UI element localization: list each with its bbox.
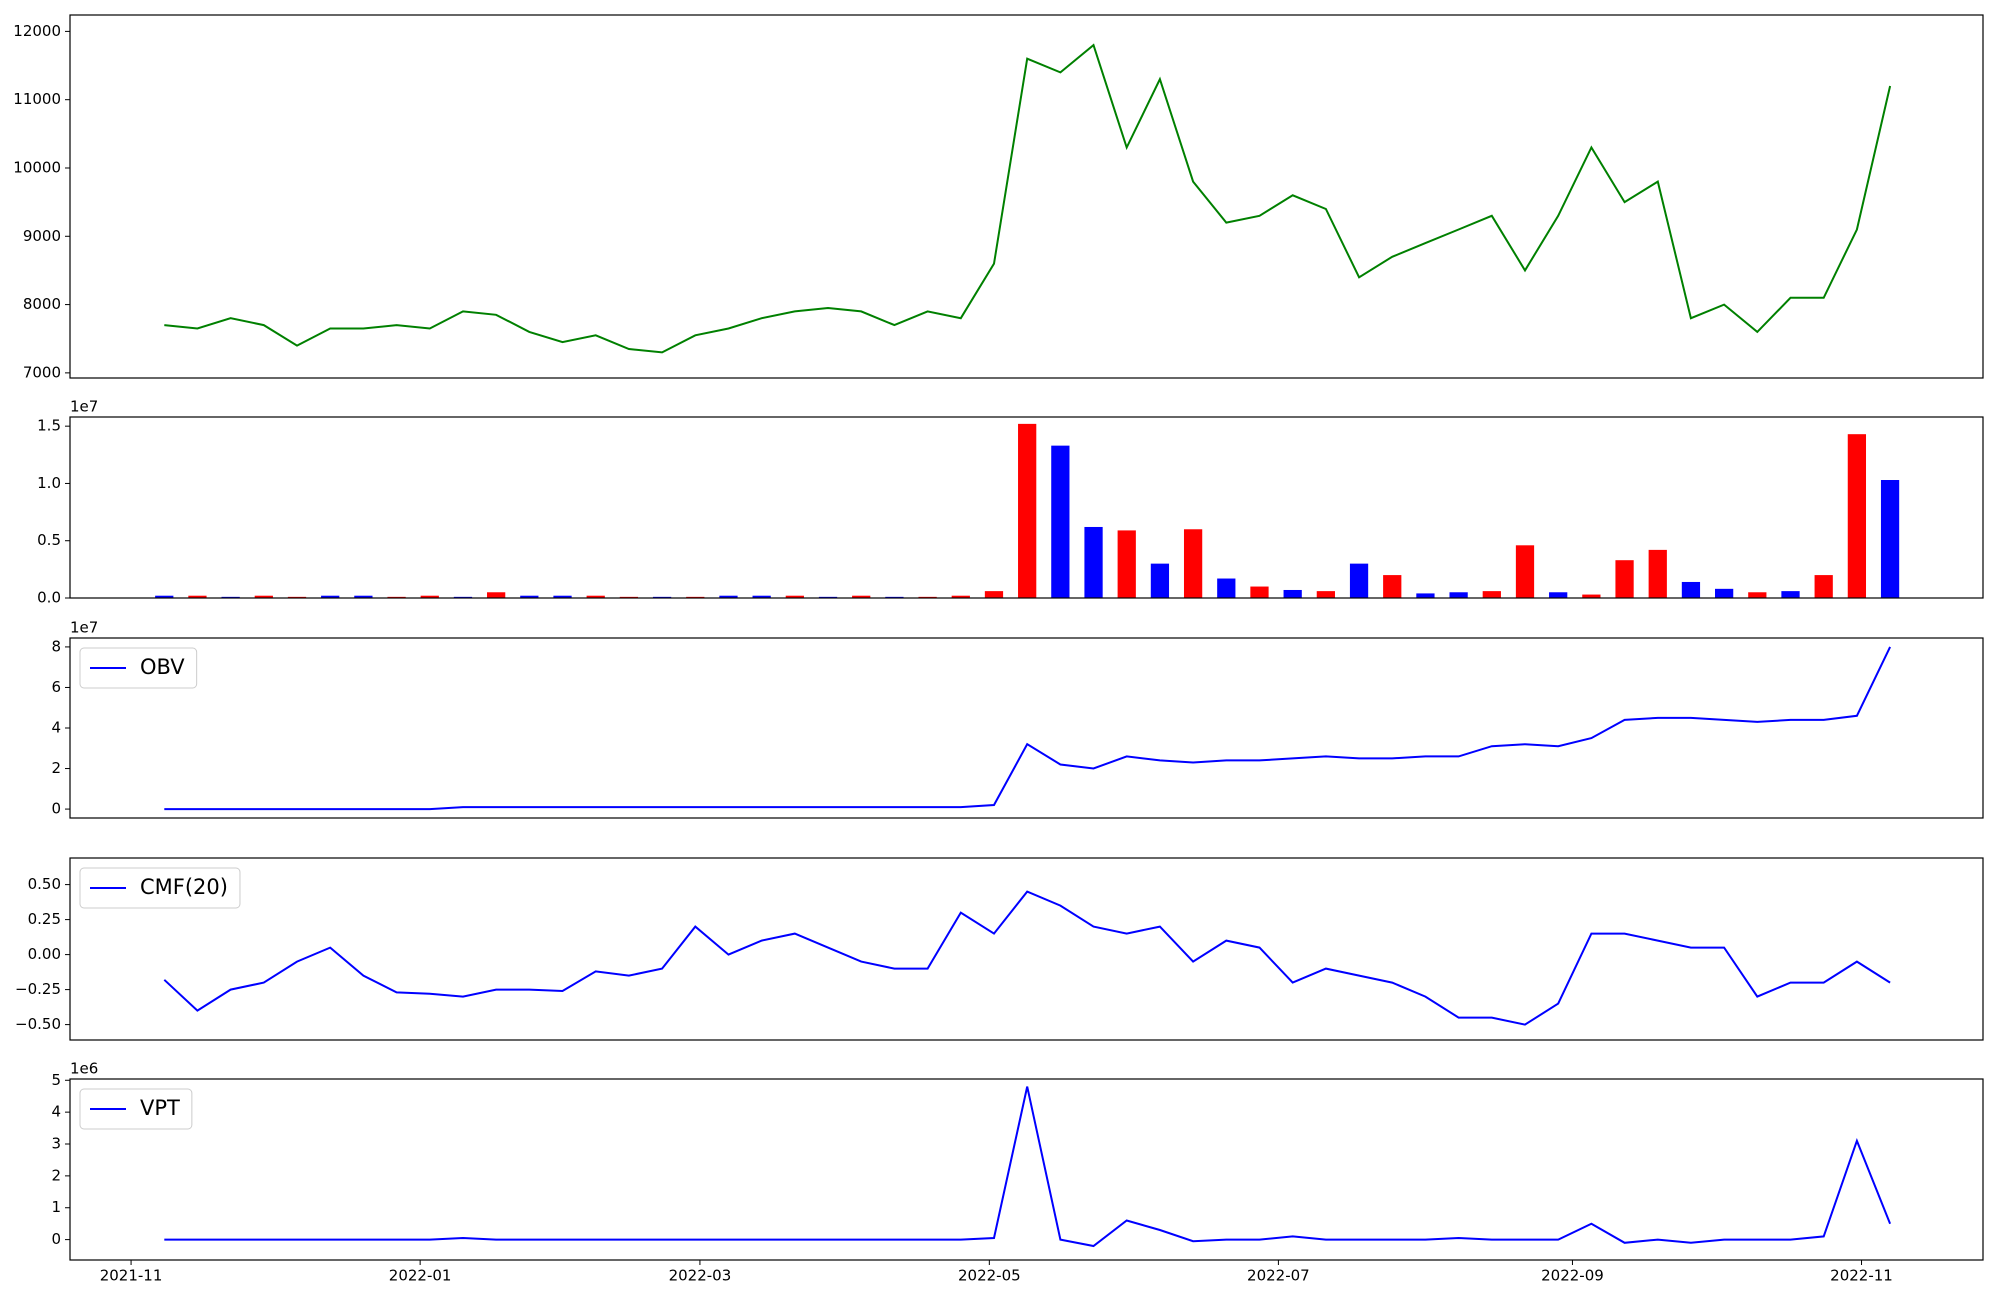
legend: OBV xyxy=(79,647,198,689)
x-tick-label: 2022-05 xyxy=(958,1267,1021,1285)
bar xyxy=(586,595,605,598)
bar xyxy=(1814,575,1833,598)
legend-frame xyxy=(79,647,198,689)
y-tick-label: 1.0 xyxy=(37,474,61,492)
y-tick-label: 0 xyxy=(51,1230,61,1248)
y-tick-label: 7000 xyxy=(23,363,61,381)
y-tick-label: 4 xyxy=(51,1103,61,1121)
axes-frame xyxy=(69,1078,1984,1261)
legend-label: VPT xyxy=(140,1096,180,1120)
bar xyxy=(852,595,871,598)
bar xyxy=(321,595,340,598)
bar xyxy=(1648,549,1667,598)
bar xyxy=(1549,592,1568,598)
bar xyxy=(1349,563,1369,598)
axes-frame xyxy=(69,637,1984,819)
y-tick-label: 10000 xyxy=(13,158,61,176)
y-tick-label: 0.25 xyxy=(28,910,61,928)
y-tick-label: 11000 xyxy=(13,90,61,108)
y-tick-label: −0.25 xyxy=(15,980,61,998)
bar xyxy=(785,595,804,598)
bar xyxy=(1449,592,1468,598)
bar xyxy=(1847,434,1867,598)
y-tick-label: 2 xyxy=(51,759,61,777)
x-tick-label: 2022-09 xyxy=(1541,1267,1604,1285)
bar xyxy=(1781,591,1800,598)
y-tick-label: 1.5 xyxy=(37,417,61,435)
bar xyxy=(1416,593,1435,598)
axes-frame xyxy=(69,14,1984,379)
y-tick-label: 0.0 xyxy=(37,589,61,607)
bar xyxy=(1084,526,1103,598)
y-tick-label: 9000 xyxy=(23,227,61,245)
axis-offset-label: 1e7 xyxy=(70,398,98,416)
line xyxy=(164,646,1892,811)
legend: VPT xyxy=(79,1088,193,1130)
bar xyxy=(553,595,572,598)
bar xyxy=(951,595,970,598)
bar xyxy=(1748,592,1767,598)
y-tick-label: 0.50 xyxy=(28,875,61,893)
y-tick-label: 1 xyxy=(51,1198,61,1216)
y-tick-label: 2 xyxy=(51,1166,61,1184)
y-tick-label: 8 xyxy=(51,637,61,655)
bar xyxy=(1880,480,1900,598)
x-tick-label: 2022-07 xyxy=(1247,1267,1310,1285)
legend-frame xyxy=(79,867,241,909)
y-tick-label: 12000 xyxy=(13,22,61,40)
legend-label: CMF(20) xyxy=(140,875,228,899)
bar xyxy=(188,595,207,598)
bar xyxy=(1615,560,1634,598)
bar xyxy=(752,595,771,598)
legend-frame xyxy=(79,1088,193,1130)
x-tick-label: 2021-11 xyxy=(100,1267,163,1285)
y-tick-label: 8000 xyxy=(23,295,61,313)
x-tick-label: 2022-03 xyxy=(669,1267,732,1285)
bar xyxy=(1715,588,1734,598)
axes-frame xyxy=(69,857,1984,1041)
y-tick-label: 6 xyxy=(51,678,61,696)
line xyxy=(164,1086,1892,1248)
bar xyxy=(1018,423,1037,598)
bar xyxy=(1250,586,1269,598)
bar xyxy=(1515,545,1535,598)
bar xyxy=(420,595,439,598)
x-tick-label: 2022-11 xyxy=(1830,1267,1893,1285)
line xyxy=(163,890,1891,1026)
bar xyxy=(155,595,174,598)
bar xyxy=(1117,530,1136,598)
y-tick-label: 3 xyxy=(51,1135,61,1153)
bar xyxy=(1150,563,1170,598)
bar xyxy=(1217,578,1236,598)
bar xyxy=(254,595,273,598)
bar xyxy=(354,595,373,598)
bar xyxy=(1283,589,1302,598)
bar xyxy=(1183,529,1203,598)
bar xyxy=(487,592,506,598)
bar xyxy=(1482,591,1501,598)
y-tick-label: −0.50 xyxy=(15,1015,61,1033)
y-tick-label: 4 xyxy=(51,719,61,737)
y-tick-label: 0.5 xyxy=(37,531,61,549)
axis-offset-label: 1e6 xyxy=(70,1060,98,1078)
y-tick-label: 5 xyxy=(51,1071,61,1089)
bar xyxy=(1582,594,1601,598)
axes-frame xyxy=(69,416,1984,599)
bar xyxy=(719,595,738,598)
x-tick-label: 2022-01 xyxy=(389,1267,452,1285)
legend: CMF(20) xyxy=(79,867,241,909)
bar xyxy=(984,591,1004,598)
bar xyxy=(1051,445,1070,598)
line xyxy=(164,43,1892,354)
axis-offset-label: 1e7 xyxy=(70,619,98,637)
y-tick-label: 0.00 xyxy=(28,945,61,963)
bar xyxy=(1681,581,1701,598)
bar xyxy=(1316,591,1335,598)
legend-label: OBV xyxy=(140,655,185,679)
y-tick-label: 0 xyxy=(51,800,61,818)
bar xyxy=(1383,575,1402,598)
bar xyxy=(520,595,539,598)
